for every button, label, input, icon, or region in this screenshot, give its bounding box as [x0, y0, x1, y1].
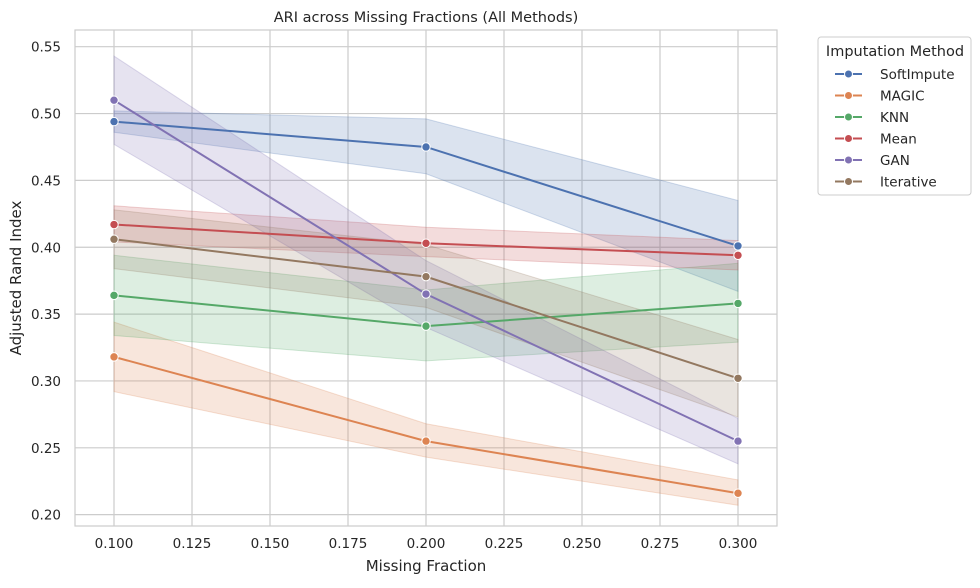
data-point-knn: [733, 298, 743, 309]
legend-item-iterative: Iterative: [835, 175, 937, 191]
y-tick-label: 0.45: [31, 173, 61, 189]
y-tick-label: 0.20: [31, 508, 61, 524]
y-axis-label: Adjusted Rand Index: [7, 200, 25, 355]
legend-frame: [817, 36, 972, 196]
data-point-gan: [733, 436, 743, 446]
x-tick-label: 0.150: [251, 536, 290, 552]
data-point-knn: [109, 290, 119, 301]
y-tick-label: 0.40: [31, 240, 61, 256]
legend-item-gan: GAN: [835, 153, 910, 169]
legend-label-iterative: Iterative: [880, 175, 937, 191]
data-point-mean: [733, 250, 743, 260]
legend-marker-gan: [844, 155, 853, 165]
legend-item-knn: KNN: [835, 110, 909, 126]
legend-items: SoftImpute MAGIC KNN Mean GAN Iterative: [835, 67, 955, 191]
chart-title: ARI across Missing Fractions (All Method…: [274, 10, 579, 26]
legend-title: Imputation Method: [826, 44, 964, 60]
y-tick-label: 0.50: [31, 107, 61, 123]
data-point-magic: [421, 436, 431, 446]
plot-frame: [74, 29, 778, 527]
legend: Imputation Method SoftImpute MAGIC KNN Mean…: [817, 36, 972, 196]
legend-label-knn: KNN: [880, 110, 909, 126]
x-tick-label: 0.100: [95, 536, 134, 552]
data-point-iterative: [109, 234, 119, 244]
data-point-iterative: [421, 271, 431, 282]
y-tick-label: 0.30: [31, 374, 61, 390]
x-tick-label: 0.300: [719, 536, 758, 552]
confidence-band-magic: [113, 321, 739, 506]
legend-label-mean: Mean: [880, 132, 917, 148]
data-point-softimpute: [109, 116, 119, 127]
x-tick-label: 0.125: [173, 536, 212, 552]
series-points: [109, 95, 743, 498]
x-tick-label: 0.175: [329, 536, 368, 552]
data-point-magic: [733, 488, 743, 498]
data-point-magic: [109, 352, 119, 362]
data-point-gan: [421, 289, 431, 299]
x-tick-label: 0.200: [407, 536, 446, 552]
legend-marker-mean: [844, 134, 853, 143]
data-point-gan: [109, 95, 119, 105]
legend-marker-magic: [844, 91, 853, 100]
y-tick-label: 0.35: [31, 307, 61, 323]
x-tick-label: 0.250: [563, 536, 602, 552]
x-tick-labels: 0.100 0.125 0.150 0.175 0.200 0.225 0.250 0.275…: [95, 536, 758, 552]
x-axis-label: Missing Fraction: [366, 557, 487, 575]
legend-item-mean: Mean: [835, 132, 917, 148]
legend-label-softimpute: SoftImpute: [880, 67, 955, 83]
data-point-mean: [109, 219, 119, 230]
data-point-mean: [421, 238, 431, 248]
data-point-softimpute: [421, 142, 431, 152]
legend-item-magic: MAGIC: [835, 89, 925, 105]
y-tick-label: 0.55: [31, 40, 61, 56]
x-tick-label: 0.225: [485, 536, 524, 552]
data-point-iterative: [733, 373, 743, 383]
legend-label-magic: MAGIC: [880, 89, 925, 105]
legend-marker-knn: [844, 112, 853, 122]
legend-item-softimpute: SoftImpute: [835, 67, 955, 83]
confidence-band-gan: [113, 55, 739, 465]
y-tick-label: 0.25: [31, 441, 61, 457]
data-point-softimpute: [733, 241, 743, 251]
legend-label-gan: GAN: [880, 153, 910, 169]
data-point-knn: [421, 321, 431, 331]
x-tick-label: 0.275: [641, 536, 680, 552]
legend-marker-iterative: [844, 177, 853, 186]
legend-marker-softimpute: [844, 69, 853, 79]
y-tick-labels: 0.20 0.25 0.30 0.35 0.40 0.45 0.50 0.55: [31, 40, 61, 524]
